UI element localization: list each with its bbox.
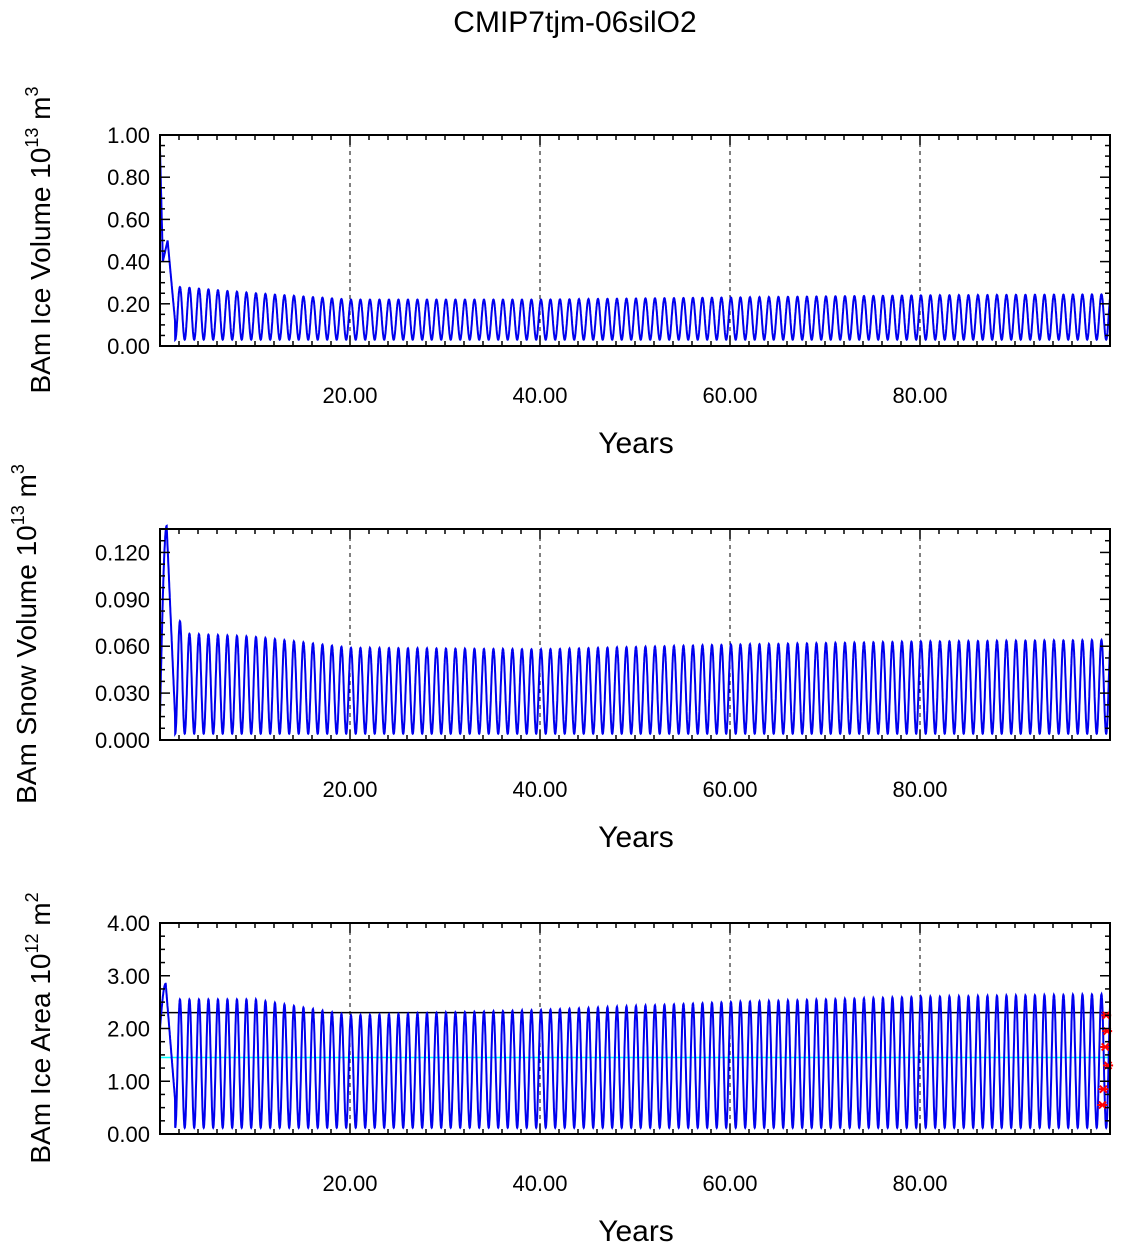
y-tick-label: 0.20 <box>107 292 150 317</box>
x-tick-label: 40.00 <box>512 383 567 408</box>
x-tick-label: 40.00 <box>512 1171 567 1196</box>
y-tick-label: 0.40 <box>107 250 150 275</box>
y-tick-label: 0.00 <box>107 334 150 359</box>
series-line <box>159 149 1111 343</box>
plot-frame <box>159 134 1111 347</box>
y-tick-label: 1.00 <box>107 1069 150 1094</box>
x-tick-label: 60.00 <box>702 1171 757 1196</box>
y-tick-label: 3.00 <box>107 964 150 989</box>
x-tick-label: 20.00 <box>322 777 377 802</box>
x-tick-label: 60.00 <box>702 777 757 802</box>
series-line <box>159 982 1111 1130</box>
y-axis-label: BAm Ice Area 1012 m2 <box>22 892 56 1163</box>
panel-ice-area: 20.00 40.00 60.00 80.00 Years 0.00 1.00 2.00 3.0… <box>22 892 1114 1246</box>
y-tick-label: 2.00 <box>107 1017 150 1042</box>
x-axis-label: Years <box>598 427 674 460</box>
y-axis-label: BAm Snow Volume 1013 m3 <box>8 464 42 804</box>
x-tick-label: 20.00 <box>322 1171 377 1196</box>
panel-snow-volume: 20.00 40.00 60.00 80.00 Years 0.000 0.030 0.060… <box>8 464 1111 854</box>
x-axis-label: Years <box>598 821 674 854</box>
y-tick-label: 0.80 <box>107 165 150 190</box>
x-tick-label: 20.00 <box>322 383 377 408</box>
series-line <box>159 524 1111 737</box>
y-tick-label: 0.060 <box>95 634 150 659</box>
x-tick-label: 80.00 <box>892 1171 947 1196</box>
x-tick-label: 80.00 <box>892 777 947 802</box>
marker-star <box>1097 1100 1108 1110</box>
marker-star <box>1100 1042 1111 1052</box>
x-tick-label: 60.00 <box>702 383 757 408</box>
x-axis-label: Years <box>598 1215 674 1246</box>
y-tick-label: 0.030 <box>95 681 150 706</box>
y-tick-label: 0.00 <box>107 1122 150 1147</box>
y-tick-label: 0.120 <box>95 540 150 565</box>
y-tick-label: 0.60 <box>107 207 150 232</box>
plot-frame <box>159 528 1111 741</box>
panel-ice-volume: 20.00 40.00 60.00 80.00 Years 0.00 0.20 0.40 0.6… <box>22 86 1111 460</box>
x-tick-label: 40.00 <box>512 777 567 802</box>
x-tick-label: 80.00 <box>892 383 947 408</box>
y-axis-label: BAm Ice Volume 1013 m3 <box>22 86 56 393</box>
marker-star <box>1098 1084 1109 1094</box>
y-tick-label: 4.00 <box>107 911 150 936</box>
chart-title: CMIP7tjm-06silO2 <box>453 6 696 39</box>
y-tick-label: 0.090 <box>95 587 150 612</box>
y-tick-label: 0.000 <box>95 728 150 753</box>
y-tick-label: 1.00 <box>107 123 150 148</box>
